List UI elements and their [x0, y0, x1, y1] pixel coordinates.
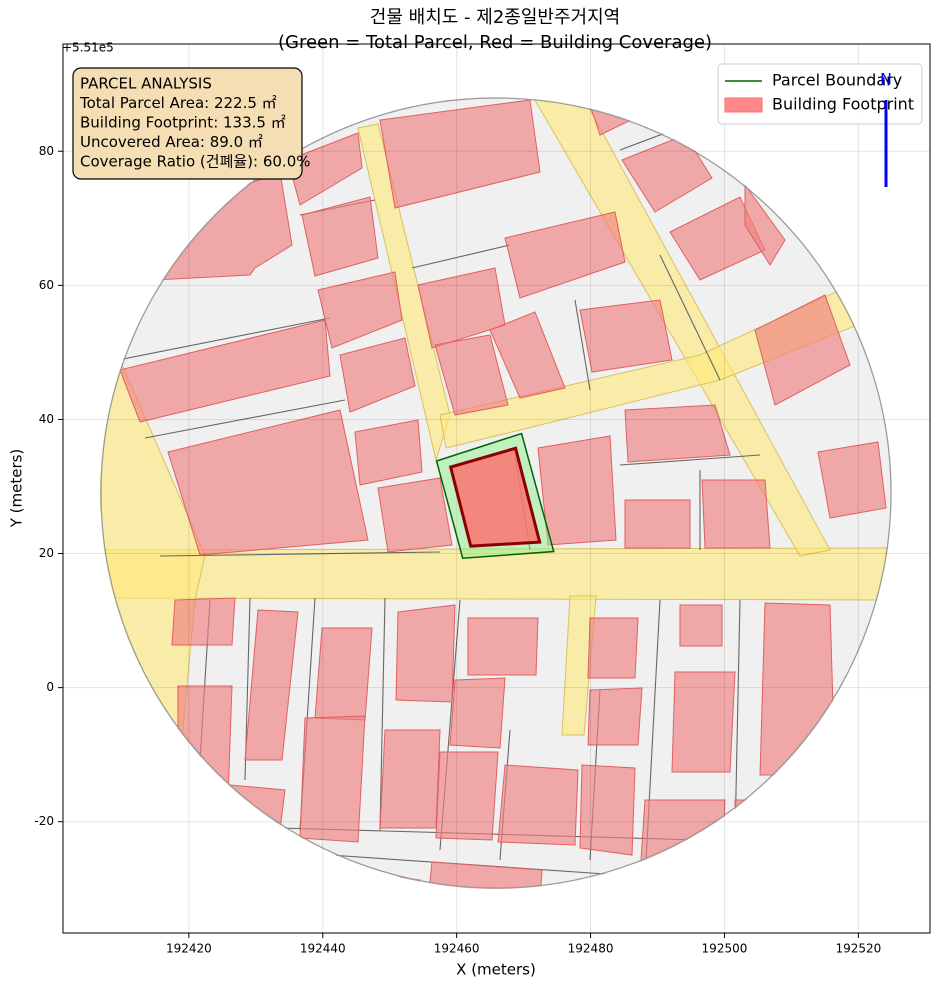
context-map	[100, 97, 892, 889]
y-tick-label: 0	[46, 680, 54, 694]
legend-swatch	[724, 97, 763, 113]
road	[100, 547, 892, 601]
context-building	[354, 419, 423, 486]
context-building	[489, 311, 566, 399]
context-building	[679, 604, 723, 647]
y-tick-label: 80	[39, 144, 54, 158]
chart-title: 건물 배치도 - 제2종일반주거지역	[370, 7, 620, 28]
context-building	[287, 132, 363, 206]
context-building	[671, 671, 736, 773]
context-building	[171, 597, 236, 646]
context-building	[759, 602, 836, 776]
context-building	[701, 479, 771, 549]
context-building	[177, 685, 233, 801]
annotation-line: Total Parcel Area: 222.5 ㎡	[79, 94, 277, 112]
context-building	[435, 751, 499, 841]
context-building	[744, 183, 786, 266]
context-building	[579, 299, 673, 373]
legend-background	[717, 63, 923, 125]
context-building	[317, 271, 403, 349]
context-building	[817, 441, 887, 519]
context-building	[467, 617, 539, 676]
context-building	[621, 134, 713, 213]
x-tick-label: 192480	[568, 942, 614, 956]
context-building	[377, 477, 453, 553]
legend: Parcel Boundary Building Footprint	[717, 63, 923, 125]
context-building	[504, 211, 626, 299]
context-building	[579, 764, 636, 856]
context-building	[339, 337, 416, 413]
context-building	[379, 729, 441, 829]
context-building	[587, 687, 643, 746]
chart-subtitle: (Green = Total Parcel, Red = Building Co…	[278, 32, 712, 53]
annotation-line: PARCEL ANALYSIS	[80, 75, 212, 93]
x-tick-label: 192500	[702, 942, 748, 956]
y-tick-label: 40	[39, 412, 54, 426]
north-label: N	[880, 70, 892, 89]
annotation-line: Uncovered Area: 89.0 ㎡	[80, 133, 263, 151]
annotation-line: Building Footprint: 133.5 ㎡	[80, 114, 286, 132]
x-tick-label: 192440	[300, 942, 346, 956]
context-building	[299, 715, 366, 843]
context-building	[734, 799, 791, 841]
annotation-background	[72, 67, 303, 180]
context-building	[244, 609, 299, 761]
context-building	[497, 764, 579, 846]
context-building	[639, 799, 726, 876]
context-building	[167, 409, 369, 556]
x-tick-label: 192420	[166, 942, 212, 956]
context-building	[395, 604, 456, 703]
x-tick-label: 192520	[835, 942, 881, 956]
y-tick-label: -20	[34, 814, 54, 828]
y-axis-label: Y (meters)	[8, 449, 26, 529]
legend-label: Parcel Boundary	[772, 71, 902, 90]
plot-frame	[62, 43, 931, 934]
context-building	[624, 499, 691, 549]
x-tick-label: 192460	[434, 942, 480, 956]
annotation-line: Coverage Ratio (건폐율): 60.0%	[80, 153, 311, 171]
context-building	[754, 294, 851, 406]
context-building	[624, 404, 731, 463]
y-tick-label: 60	[39, 278, 54, 292]
context-building	[379, 99, 541, 209]
context-building	[301, 196, 379, 277]
site-boundary	[100, 97, 892, 889]
x-axis-label: X (meters)	[456, 961, 536, 979]
legend-label: Building Footprint	[772, 95, 914, 114]
building-polygon	[448, 446, 542, 548]
road	[531, 97, 831, 557]
y-tick-label: 20	[39, 546, 54, 560]
y-offset-label: +5.51e5	[62, 41, 114, 55]
context-building	[119, 319, 331, 423]
context-building	[449, 677, 506, 749]
context-building	[587, 617, 639, 679]
road	[561, 595, 597, 736]
context-building	[314, 627, 373, 721]
context-building	[434, 334, 509, 416]
context-building	[537, 435, 617, 546]
